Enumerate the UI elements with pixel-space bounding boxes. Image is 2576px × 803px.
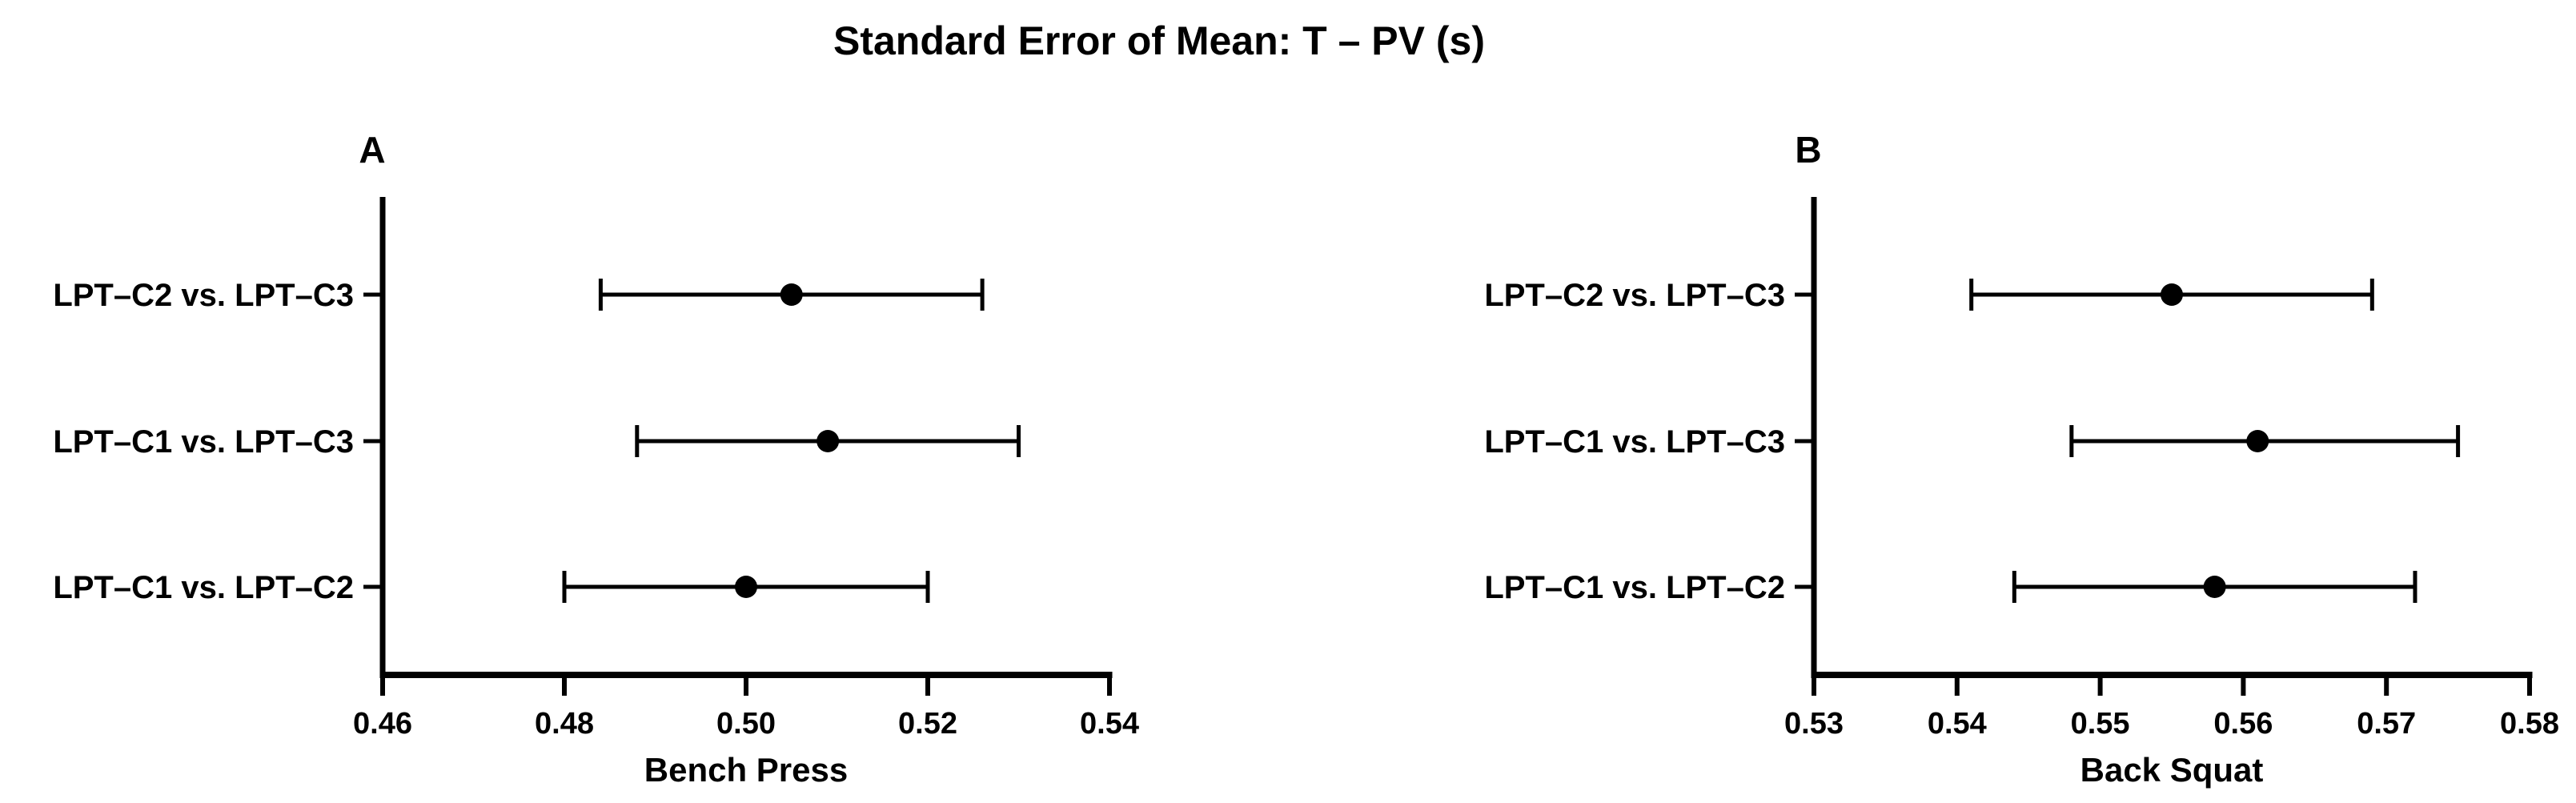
panel-b-row-3-mean-dot [2203, 576, 2226, 598]
panel-b-label: B [1795, 129, 1821, 171]
figure-title: Standard Error of Mean: T – PV (s) [833, 18, 1485, 63]
panel-b-row-2-mean-dot [2246, 430, 2269, 452]
panel-a-x-tick-label: 0.48 [535, 707, 594, 741]
panel-b-row-label: LPT–C2 vs. LPT–C3 [1484, 278, 1785, 313]
panel-a-row-label: LPT–C1 vs. LPT–C3 [53, 424, 354, 460]
panel-a-x-axis-title: Bench Press [644, 751, 848, 789]
panel-b-x-tick-label: 0.54 [1928, 707, 1987, 741]
panel-b-row-label: LPT–C1 vs. LPT–C2 [1484, 570, 1785, 605]
panel-a-row-1-mean-dot [780, 283, 803, 306]
panel-a-y-axis [379, 197, 386, 675]
panel-b-row-1-mean-dot [2161, 283, 2183, 306]
panel-b-x-tick-label: 0.57 [2357, 707, 2416, 741]
panel-a-label: A [359, 129, 385, 171]
panel-a-row-label: LPT–C2 vs. LPT–C3 [53, 278, 354, 313]
panel-b-x-tick-label: 0.56 [2213, 707, 2273, 741]
panel-b-x-axis [1811, 672, 2533, 678]
panel-a-x-tick-label: 0.50 [716, 707, 776, 741]
panel-a-x-tick-label: 0.52 [898, 707, 957, 741]
panel-b-y-axis [1811, 197, 1817, 675]
panel-a-row-label: LPT–C1 vs. LPT–C2 [53, 570, 354, 605]
panel-b-x-tick-label: 0.58 [2500, 707, 2559, 741]
panel-b-x-tick-label: 0.53 [1784, 707, 1844, 741]
panel-a-x-tick-label: 0.46 [353, 707, 412, 741]
panel-a-row-3-mean-dot [735, 576, 757, 598]
panel-b-x-axis-title: Back Squat [2080, 751, 2264, 789]
panel-b-x-tick-label: 0.55 [2071, 707, 2130, 741]
panel-b-row-label: LPT–C1 vs. LPT–C3 [1484, 424, 1785, 460]
panel-a-x-tick-label: 0.54 [1080, 707, 1139, 741]
panel-a-row-2-mean-dot [817, 430, 840, 452]
